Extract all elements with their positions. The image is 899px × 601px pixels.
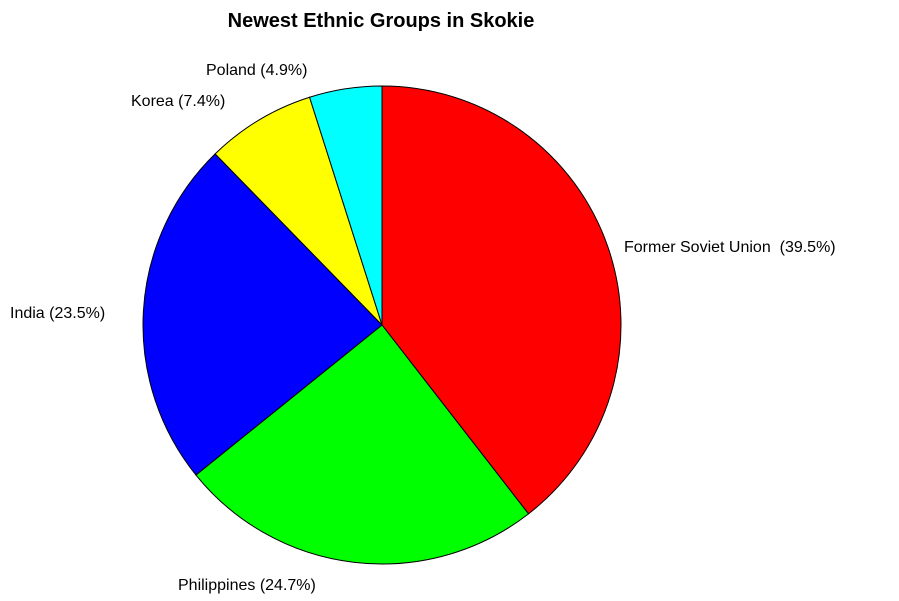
pie-slices: [142, 85, 622, 565]
pie-labels: Former Soviet Union (39.5%) Philippines (…: [10, 62, 836, 594]
slice-label-former-soviet-union: Former Soviet Union (39.5%): [624, 239, 836, 256]
slice-label-poland: Poland (4.9%): [206, 62, 307, 79]
pie-slice-former-soviet-union: [381, 85, 622, 515]
chart-title: Newest Ethnic Groups in Skokie: [228, 10, 535, 32]
pie-slice-poland: [308, 85, 383, 326]
pie-slice-india: [142, 153, 383, 476]
slice-label-india: India (23.5%): [10, 305, 105, 322]
slice-label-korea: Korea (7.4%): [131, 93, 225, 110]
pie-slice-korea: [214, 96, 383, 326]
pie-slice-philippines: [195, 324, 530, 565]
slice-label-philippines: Philippines (24.7%): [178, 577, 316, 594]
